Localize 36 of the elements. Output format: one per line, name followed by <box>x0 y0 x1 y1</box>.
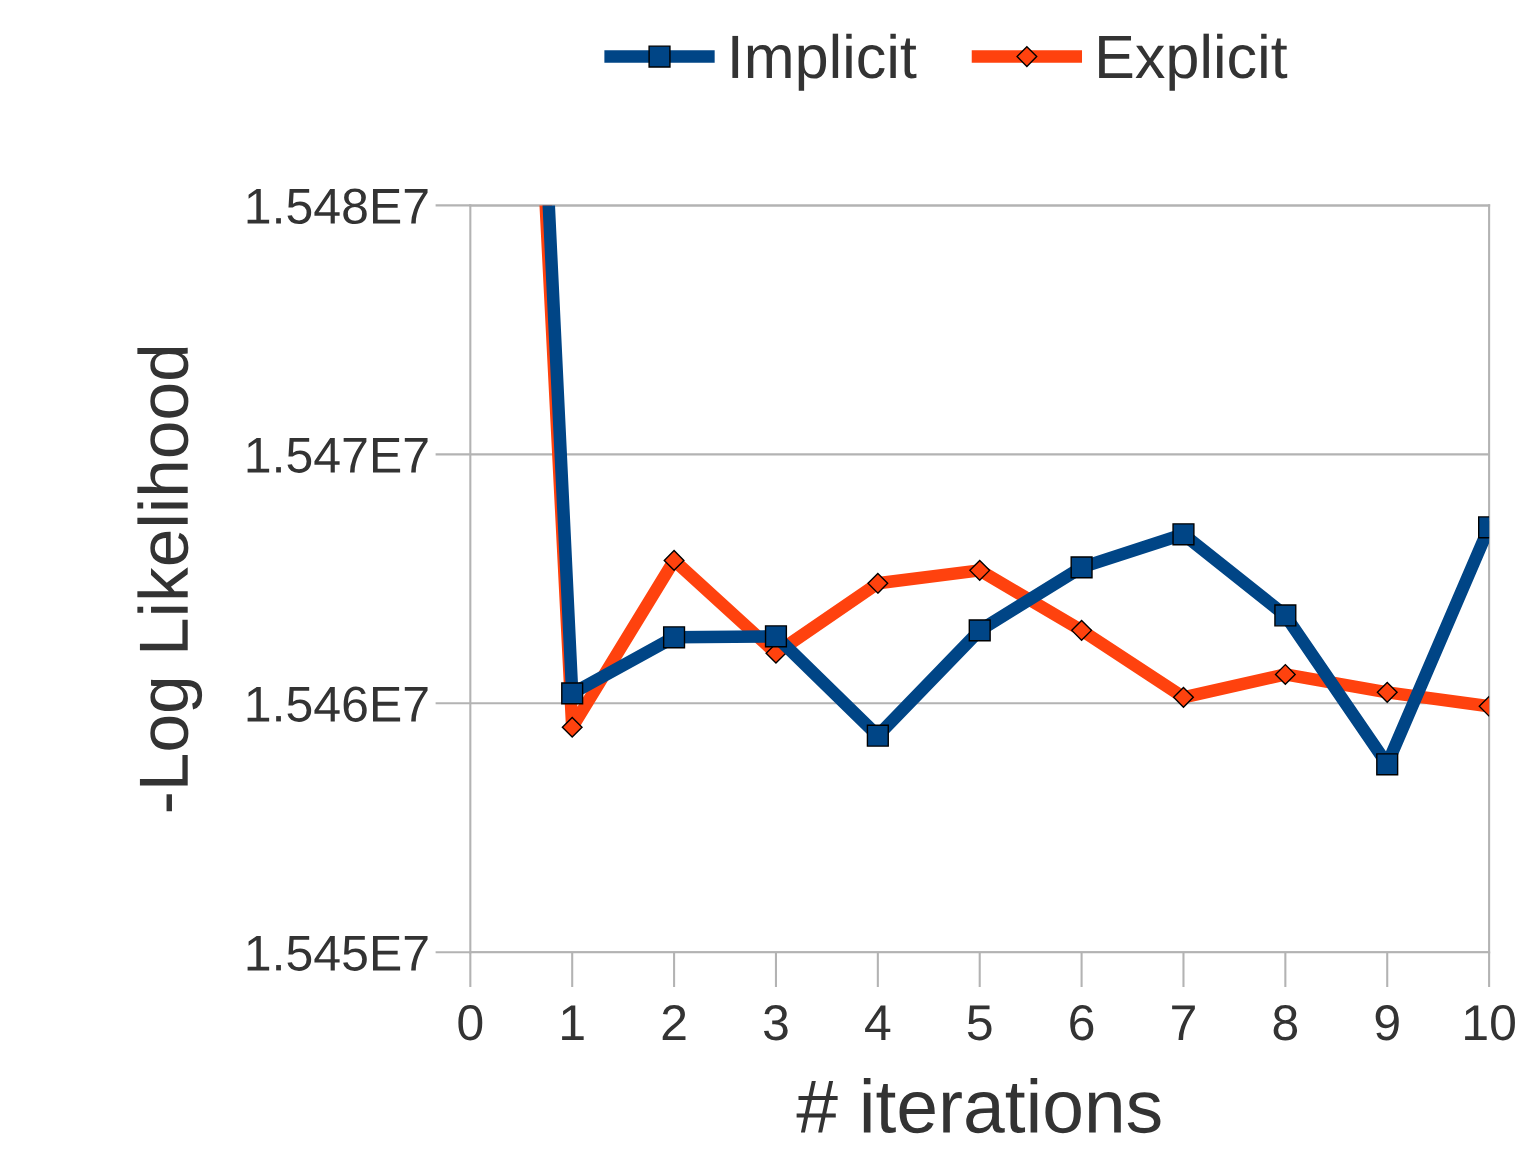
y-tick-label: 1.546E7 <box>247 686 428 722</box>
x-tick-label: 10 <box>1465 1004 1515 1041</box>
y-tick-label: 1.547E7 <box>247 438 428 473</box>
x-tick-label: 2 <box>662 1004 686 1040</box>
point <box>662 626 686 649</box>
point <box>1376 753 1399 776</box>
point <box>969 559 991 581</box>
x-tick-label: 4 <box>865 1005 891 1040</box>
point <box>1172 523 1195 546</box>
point <box>1071 619 1093 641</box>
x-tick-label: 5 <box>967 1005 992 1041</box>
point <box>561 682 584 705</box>
y-axis-title: -Log Likelihood <box>137 347 203 812</box>
point <box>1376 681 1398 703</box>
x-tick-label: 8 <box>1273 1004 1298 1041</box>
y-tick-label: 1.548E7 <box>247 188 428 224</box>
x-tick-label: 3 <box>763 1004 788 1041</box>
x-tick-label: 1 <box>562 1005 584 1040</box>
legend-label: Implicit <box>732 33 917 91</box>
x-tick-label: 9 <box>1375 1004 1399 1041</box>
x-tick-label: 7 <box>1172 1005 1195 1040</box>
x-tick-label: 0 <box>458 1004 483 1041</box>
point <box>867 572 889 594</box>
x-axis-title: # iterations <box>796 1078 1161 1134</box>
point <box>561 716 583 738</box>
y-tick-label: 1.545E7 <box>247 935 428 971</box>
point <box>663 549 685 571</box>
x-tick-label: 6 <box>1070 1004 1094 1041</box>
point <box>764 625 788 648</box>
point <box>1274 663 1296 685</box>
point <box>1172 686 1194 708</box>
point <box>1070 556 1093 579</box>
point <box>866 724 889 747</box>
point <box>968 619 991 642</box>
point <box>1274 604 1297 627</box>
legend-label: Explicit <box>1099 33 1288 91</box>
